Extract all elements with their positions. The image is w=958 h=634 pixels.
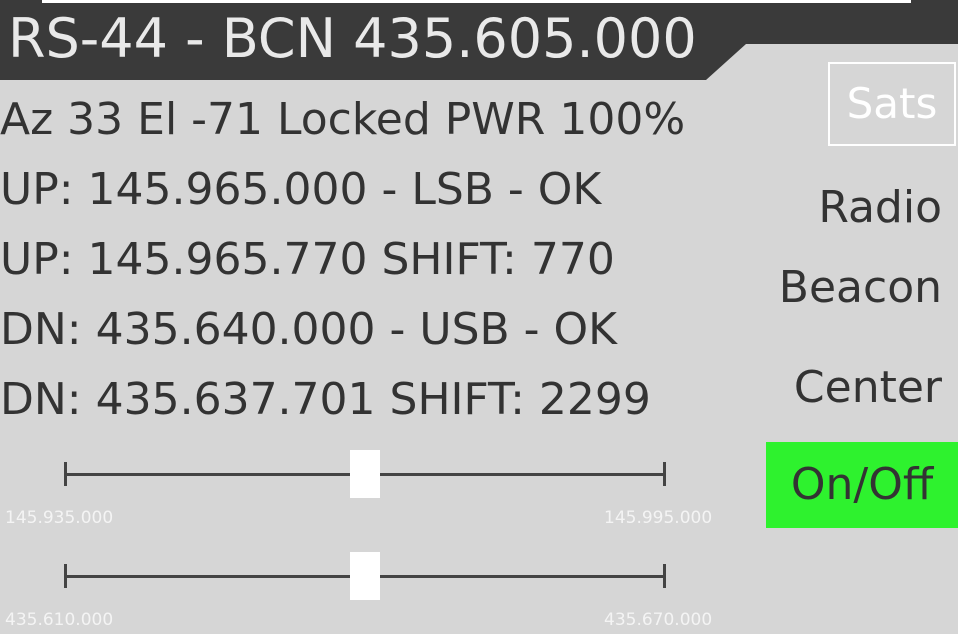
downlink-slider-thumb[interactable] [350, 552, 380, 600]
top-strip [42, 0, 911, 3]
uplink-min-label: 145.935.000 [5, 508, 114, 528]
uplink-slider[interactable] [64, 450, 666, 498]
uplink-slider-min-cap [64, 462, 67, 486]
downlink-max-label: 435.670.000 [604, 610, 713, 630]
downlink-slider-max-cap [663, 564, 666, 588]
downlink-shift: DN: 435.637.701 SHIFT: 2299 [0, 374, 651, 425]
downlink-mode: DN: 435.640.000 - USB - OK [0, 304, 618, 355]
beacon-button[interactable]: Beacon [778, 262, 942, 313]
radio-button[interactable]: Radio [818, 182, 942, 233]
uplink-mode: UP: 145.965.000 - LSB - OK [0, 164, 602, 215]
uplink-slider-thumb[interactable] [350, 450, 380, 498]
uplink-shift: UP: 145.965.770 SHIFT: 770 [0, 234, 615, 285]
downlink-slider[interactable] [64, 552, 666, 600]
center-button[interactable]: Center [793, 362, 942, 413]
downlink-min-label: 435.610.000 [5, 610, 114, 630]
sats-button[interactable]: Sats [828, 62, 956, 146]
uplink-max-label: 145.995.000 [604, 508, 713, 528]
onoff-button[interactable]: On/Off [766, 442, 958, 528]
satellite-title: RS-44 - BCN 435.605.000 [8, 7, 697, 70]
downlink-slider-min-cap [64, 564, 67, 588]
uplink-slider-max-cap [663, 462, 666, 486]
status-az-el: Az 33 El -71 Locked PWR 100% [0, 94, 686, 145]
